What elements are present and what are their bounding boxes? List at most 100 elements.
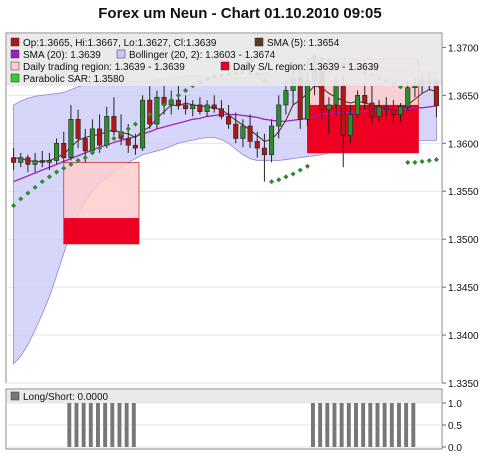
candle (276, 95, 282, 139)
y-tick-label: 1.3600 (448, 139, 479, 150)
candle-body (304, 80, 310, 120)
sar-point (111, 135, 117, 142)
main-legend: Op:1.3665, Hi:1.3667, Lo:1.3627, Cl:1.36… (7, 34, 441, 86)
legend-swatch-bollinger (116, 49, 126, 59)
longshort-bar (81, 403, 86, 447)
legend-swatch-ohlc (10, 37, 20, 47)
candle-body (132, 144, 138, 149)
candle (369, 85, 375, 125)
lower-y-tick-label: 0.5 (448, 421, 462, 432)
candle (132, 133, 138, 155)
lower-legend: Long/Short: 0.0000 (7, 390, 441, 403)
candle-body (111, 116, 117, 133)
candle-body (383, 106, 389, 111)
candle (283, 80, 289, 115)
candle-body (390, 109, 396, 115)
longshort-bar (375, 403, 380, 447)
candle-body (32, 160, 38, 165)
candle (18, 152, 24, 168)
sar-point (412, 159, 418, 165)
candle (54, 138, 60, 165)
longshort-bar (96, 403, 100, 447)
candle (226, 104, 232, 129)
candle-body (369, 102, 375, 117)
candle (111, 97, 117, 136)
candle (140, 95, 146, 151)
legend-daily-region: Daily trading region: 1.3639 - 1.3639 (23, 62, 185, 73)
legend-bollinger: Bollinger (20, 2): 1.3603 - 1.3674 (129, 50, 276, 61)
candle-body (340, 83, 346, 136)
lower-y-axis: 1.0 0.5 0.0 (442, 399, 462, 454)
legend-swatch-sma20 (10, 49, 20, 59)
legend-longshort: Long/Short: 0.0000 (23, 392, 109, 403)
candle (211, 95, 217, 113)
candle-body (97, 128, 103, 146)
sar-point (161, 102, 167, 108)
longshort-bar (124, 403, 129, 447)
candle-body (175, 99, 181, 106)
longshort-bar (397, 403, 401, 447)
longshort-bar (117, 403, 122, 447)
candle-body (226, 116, 232, 125)
candle-body (405, 87, 411, 108)
daily-sl-region (63, 218, 139, 244)
candlesticks (11, 58, 439, 182)
candle-body (204, 104, 210, 112)
candle (32, 152, 38, 173)
sar-point (46, 174, 52, 180)
legend-swatch-sar (10, 73, 20, 83)
legend-swatch-daily-sl (220, 61, 230, 71)
candle (390, 100, 396, 125)
sma5-line (13, 85, 437, 163)
sar-point (433, 157, 439, 163)
legend-sma20: SMA (20): 1.3639 (23, 50, 101, 61)
candle-body (276, 104, 282, 127)
candle-body (197, 104, 203, 112)
candle-body (355, 95, 361, 115)
candle-body (333, 83, 339, 106)
candle-body (183, 104, 189, 110)
lower-y-tick-label: 1.0 (448, 399, 462, 410)
candle-body (75, 119, 81, 139)
candle-body (376, 106, 382, 117)
sma20-path (13, 105, 437, 183)
sar-point (297, 167, 303, 173)
candle (355, 90, 361, 120)
y-tick-label: 1.3700 (448, 43, 479, 54)
sar-point (104, 140, 110, 146)
legend-sma5: SMA (5): 1.3654 (267, 38, 340, 49)
sar-point (183, 87, 189, 94)
candle (204, 100, 210, 117)
candle-body (190, 104, 196, 110)
legend-swatch-longshort (10, 391, 20, 401)
lower-y-tick-label: 0.0 (448, 443, 462, 454)
candle-body (18, 157, 24, 163)
candle (61, 131, 67, 163)
legend-swatch-daily-region (10, 61, 20, 71)
candle-body (269, 125, 275, 156)
candle-body (25, 157, 31, 165)
candle-body (261, 147, 267, 156)
longshort-bar (318, 403, 323, 447)
candle (75, 109, 81, 149)
candle-body (240, 125, 246, 139)
longshort-bar (389, 403, 394, 447)
longshort-bar (339, 403, 344, 447)
candle (46, 152, 52, 171)
candle-body (398, 106, 404, 115)
longshort-bar (404, 403, 409, 447)
candle (183, 95, 189, 115)
sar-point (154, 107, 160, 113)
y-tick-label: 1.3400 (448, 331, 479, 342)
candle-body (61, 142, 67, 158)
candle (254, 131, 260, 158)
candle-body (46, 160, 52, 163)
candle (68, 104, 74, 161)
candle (190, 100, 196, 117)
candle (240, 119, 246, 148)
longshort-bars (67, 403, 416, 447)
longshort-bar (346, 403, 351, 447)
candle-body (347, 114, 353, 136)
candle-body (211, 104, 217, 110)
